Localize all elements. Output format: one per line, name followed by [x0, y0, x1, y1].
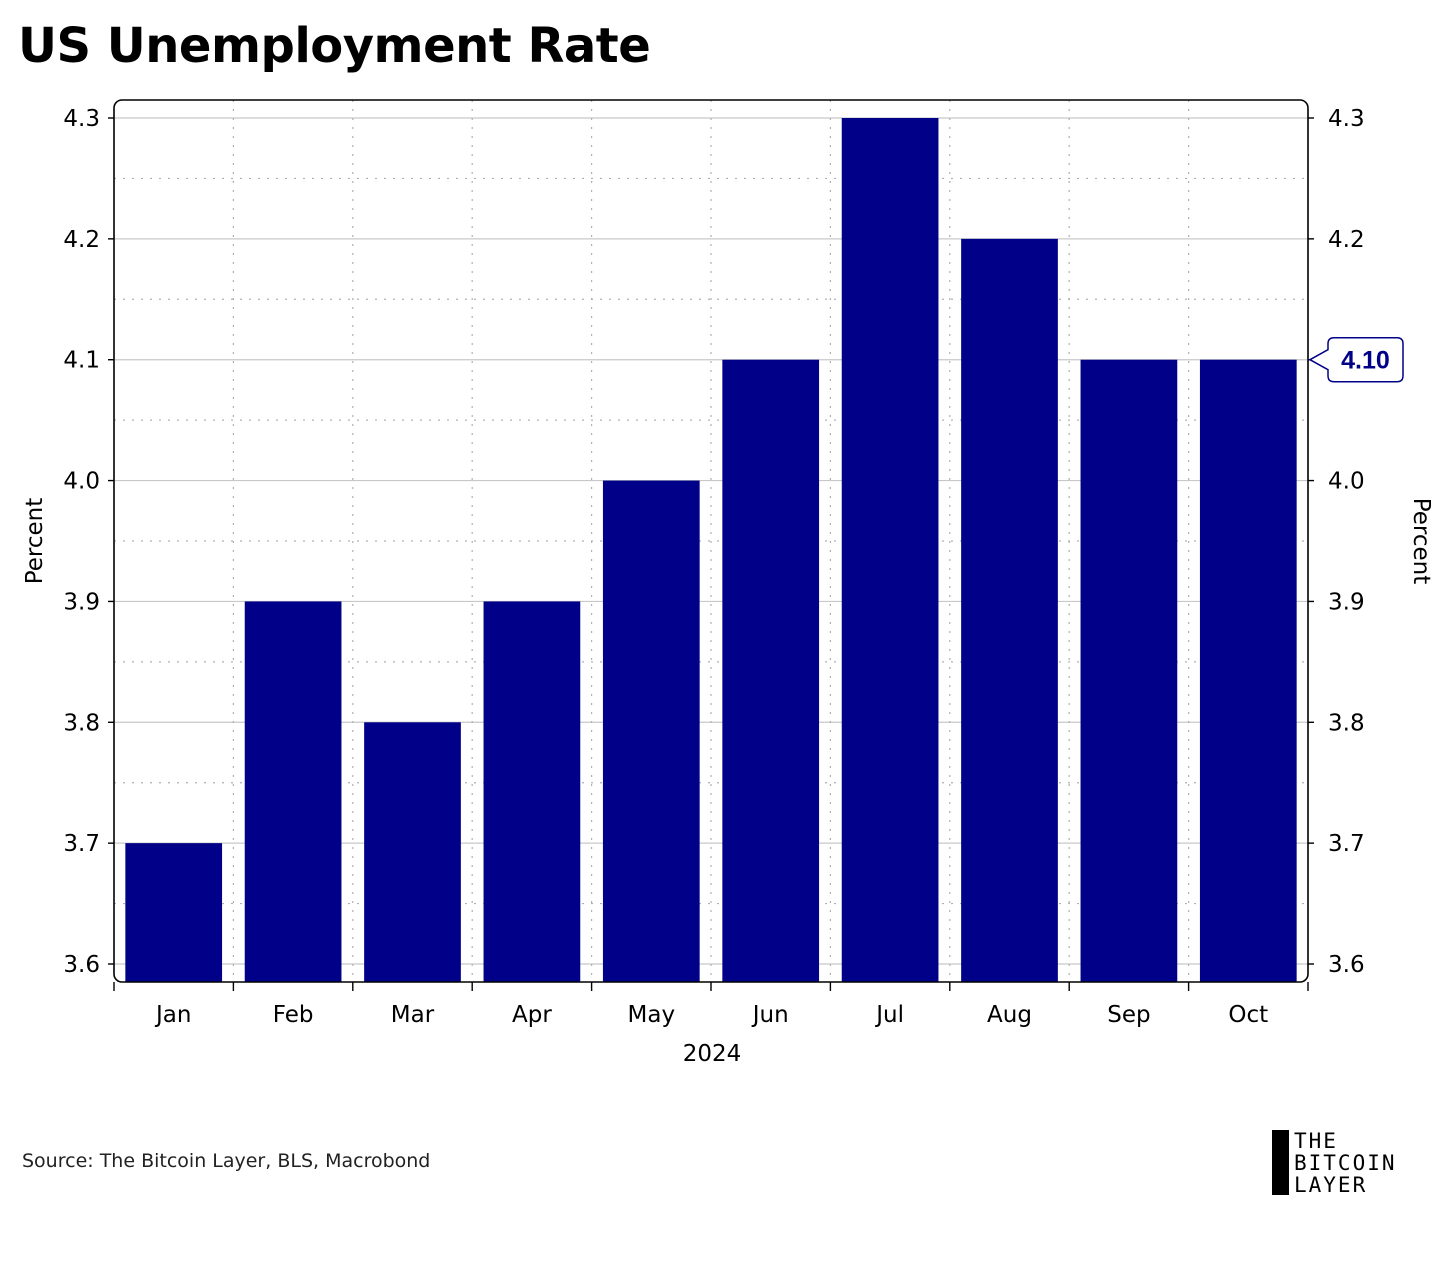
- x-tick-label: Oct: [1228, 1002, 1268, 1028]
- x-tick-label: Sep: [1107, 1002, 1150, 1028]
- y-tick-label-left: 3.9: [63, 589, 100, 615]
- x-tick-label: Jun: [751, 1002, 789, 1028]
- y-tick-label-right: 3.9: [1328, 589, 1365, 615]
- logo-line-2: BITCOIN: [1294, 1151, 1397, 1175]
- source-note: Source: The Bitcoin Layer, BLS, Macrobon…: [22, 1150, 431, 1172]
- y-tick-label-right: 3.8: [1328, 710, 1365, 736]
- bar-feb: [244, 601, 342, 982]
- callout-value: 4.10: [1341, 347, 1390, 375]
- y-tick-label-left: 3.6: [63, 952, 100, 978]
- y-axis-left: 3.6 3.7 3.8 3.9 4.0 4.1 4.2 4.3: [63, 106, 114, 978]
- y-tick-label-right: 4.2: [1328, 227, 1365, 253]
- bar-chart: 3.6 3.7 3.8 3.9 4.0 4.1 4.2 4.3 3.6 3.7 3.8 3.9 4.0…: [22, 99, 1434, 1067]
- brand-logo: THE BITCOIN LAYER: [1272, 1130, 1442, 1198]
- y-tick-label-left: 4.2: [63, 227, 100, 253]
- x-tick-label: May: [628, 1002, 676, 1028]
- x-axis-label: 2024: [683, 1041, 742, 1067]
- callout-box: [1308, 336, 1404, 383]
- bar-aug: [961, 238, 1058, 982]
- logo-bar-icon: [1272, 1130, 1289, 1195]
- logo-line-3: LAYER: [1294, 1173, 1368, 1197]
- y-tick-label-right: 3.6: [1328, 952, 1365, 978]
- y-axis-right: 3.63.73.83.94.04.14.24.3: [1308, 106, 1365, 978]
- y-tick-label-right: 4.3: [1328, 106, 1365, 132]
- x-tick-label: Mar: [391, 1002, 435, 1028]
- y-axis-label-right: Percent: [1408, 498, 1434, 585]
- bar-may: [602, 480, 700, 982]
- bar-oct: [1199, 359, 1297, 982]
- chart-title: US Unemployment Rate: [18, 18, 651, 74]
- x-tick-label: Feb: [273, 1002, 314, 1028]
- x-axis: Jan Feb Mar Apr May Jun Jul Aug Sep Oct: [113, 982, 1309, 1028]
- y-tick-label-right: 4.0: [1328, 469, 1365, 495]
- y-tick-label-left: 4.0: [63, 469, 100, 495]
- x-tick-label: Jul: [874, 1002, 904, 1028]
- bar-sep: [1080, 359, 1178, 982]
- bar-mar: [364, 722, 461, 982]
- y-tick-label-left: 3.7: [63, 831, 100, 857]
- y-tick-label-right: 3.7: [1328, 831, 1365, 857]
- logo-line-1: THE: [1294, 1129, 1338, 1153]
- y-axis-label-left: Percent: [22, 498, 48, 585]
- y-tick-label-left: 4.1: [63, 348, 100, 374]
- bar-jan: [125, 843, 223, 982]
- bar-apr: [483, 601, 581, 982]
- x-tick-label: Aug: [987, 1002, 1032, 1028]
- bar-jun: [722, 359, 820, 982]
- x-tick-label: Jan: [154, 1002, 191, 1028]
- bar-jul: [841, 118, 939, 982]
- y-tick-label-left: 4.3: [63, 106, 100, 132]
- bars: [125, 118, 1297, 982]
- last-value-callout: 4.10: [1308, 336, 1404, 383]
- x-tick-label: Apr: [512, 1002, 552, 1028]
- y-tick-label-left: 3.8: [63, 710, 100, 736]
